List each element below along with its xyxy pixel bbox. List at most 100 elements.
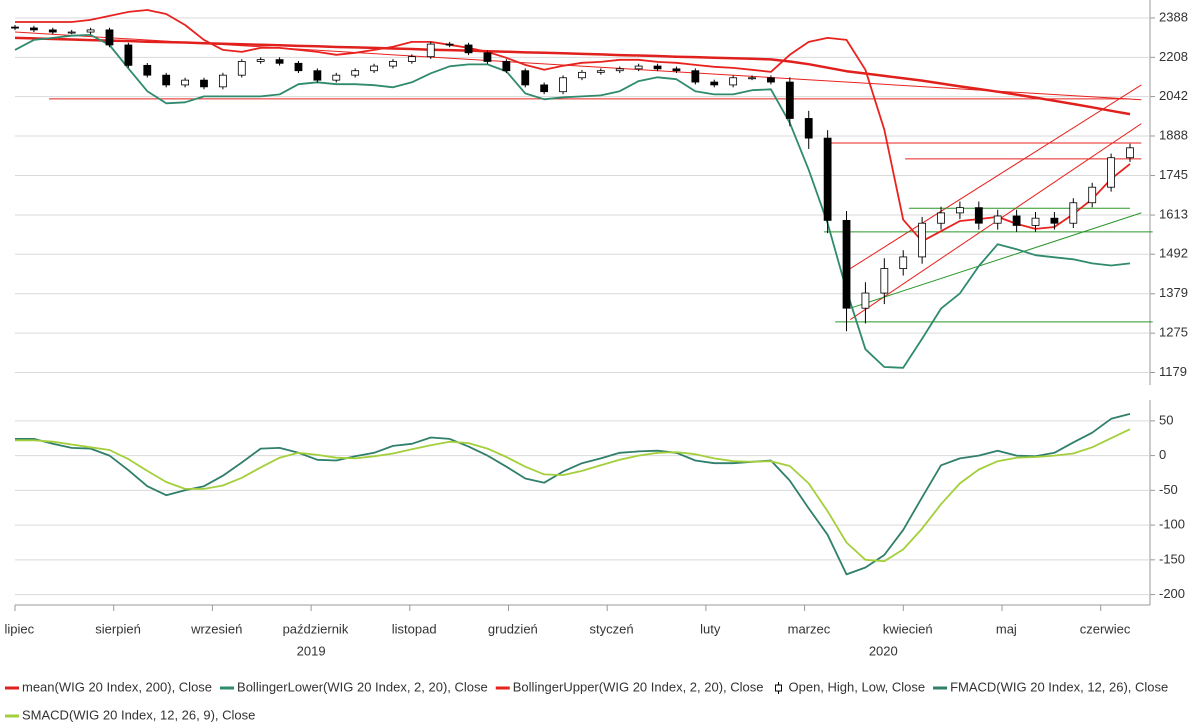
year-label: 2019 xyxy=(297,643,326,658)
candle-body xyxy=(275,59,284,64)
x-tick-label: wrzesień xyxy=(190,621,242,636)
candle-body xyxy=(1088,186,1097,204)
candle-body xyxy=(653,65,662,70)
candle-body xyxy=(1069,202,1078,224)
x-tick-label: marzec xyxy=(788,621,831,636)
candle-body xyxy=(823,137,832,221)
candle-body xyxy=(407,56,416,62)
candle-body xyxy=(124,44,133,66)
y-tick-label: 1888 xyxy=(1159,127,1188,142)
candle-body xyxy=(804,118,813,139)
y-tick-label: 1613 xyxy=(1159,206,1188,221)
y-tick-label: 1275 xyxy=(1159,325,1188,340)
legend-label: BollingerUpper(WIG 20 Index, 2, 20), Clo… xyxy=(513,679,764,694)
candle-body xyxy=(521,70,530,86)
candle-body xyxy=(351,70,360,76)
x-tick-label: sierpień xyxy=(95,621,141,636)
candle-body xyxy=(502,61,511,72)
series-line xyxy=(14,34,1131,369)
candle-body xyxy=(956,207,964,214)
candle-body xyxy=(181,79,189,86)
candle-body xyxy=(880,268,889,294)
x-tick-label: czerwiec xyxy=(1080,621,1131,636)
year-label: 2020 xyxy=(869,643,898,658)
candle-body xyxy=(710,81,719,86)
candle-body xyxy=(483,52,492,62)
y-tick-label: 2388 xyxy=(1159,9,1188,24)
candle-body xyxy=(313,70,322,81)
series-line xyxy=(15,9,1131,243)
legend-label: BollingerLower(WIG 20 Index, 2, 20), Clo… xyxy=(237,679,488,694)
candle-body xyxy=(256,59,265,62)
trend-line xyxy=(850,84,1142,269)
candle-body xyxy=(1126,147,1134,159)
candle-body xyxy=(842,219,851,309)
series-line xyxy=(15,413,1131,576)
candle-body xyxy=(464,44,473,54)
candle-body xyxy=(48,29,57,33)
candle-body xyxy=(143,64,152,76)
candle-body xyxy=(899,256,908,269)
y-tick-label: 1492 xyxy=(1159,246,1188,261)
x-tick-label: listopad xyxy=(392,621,437,636)
y-tick-label: -150 xyxy=(1159,551,1185,566)
y-tick-label: -100 xyxy=(1159,517,1185,532)
y-tick-label: -50 xyxy=(1159,482,1178,497)
candle-body xyxy=(767,77,775,83)
candle-body xyxy=(370,65,378,72)
trend-line xyxy=(850,212,1142,309)
series-line xyxy=(14,36,1131,116)
candle-body xyxy=(426,43,435,58)
y-tick-label: 1379 xyxy=(1159,285,1188,300)
candle-body xyxy=(105,29,114,46)
x-tick-label: październik xyxy=(283,621,349,636)
legend-label: Open, High, Low, Close xyxy=(789,679,926,694)
y-tick-label: 0 xyxy=(1159,447,1166,462)
y-tick-label: 2208 xyxy=(1159,49,1188,64)
legend-label: SMACD(WIG 20 Index, 12, 26, 9), Close xyxy=(22,707,255,722)
candle-body xyxy=(785,81,794,119)
candle-body xyxy=(748,77,756,80)
x-tick-label: luty xyxy=(700,621,721,636)
candle-body xyxy=(332,74,341,81)
candle-body xyxy=(1107,157,1116,188)
x-tick-label: styczeń xyxy=(590,621,634,636)
candle-body xyxy=(974,207,983,224)
candle-body xyxy=(672,68,681,72)
candle-body xyxy=(937,212,945,224)
candle-body xyxy=(993,215,1002,224)
legend-label: mean(WIG 20 Index, 200), Close xyxy=(22,679,212,694)
candle-body xyxy=(540,84,549,93)
candle-body xyxy=(200,79,208,88)
x-tick-label: maj xyxy=(996,621,1017,636)
candle-body xyxy=(294,62,303,72)
candle-body xyxy=(691,70,700,83)
candle-body xyxy=(578,71,586,79)
candle-body xyxy=(445,43,454,46)
x-tick-label: grudzień xyxy=(488,621,538,636)
candle-body xyxy=(596,70,605,73)
series-line xyxy=(15,428,1131,563)
candle-body xyxy=(11,26,19,29)
x-tick-label: kwiecień xyxy=(883,621,933,636)
candle-body xyxy=(1031,217,1040,226)
legend-label: FMACD(WIG 20 Index, 12, 26), Close xyxy=(950,679,1168,694)
candle-body xyxy=(67,31,76,34)
candle-body xyxy=(861,292,870,309)
y-tick-label: 50 xyxy=(1159,412,1173,427)
candle-body xyxy=(918,222,927,258)
candle-body xyxy=(559,77,567,93)
candle-body xyxy=(237,61,246,76)
candle-body xyxy=(634,65,643,70)
candle-body xyxy=(389,61,397,67)
candle-body xyxy=(29,27,38,31)
candle-body xyxy=(1050,217,1059,224)
y-tick-label: -200 xyxy=(1159,586,1185,601)
legend-swatch xyxy=(775,684,782,692)
candle-body xyxy=(86,29,95,33)
candle-body xyxy=(162,74,171,86)
y-tick-label: 1745 xyxy=(1159,167,1188,182)
candle-body xyxy=(729,77,738,86)
y-tick-label: 2042 xyxy=(1159,88,1188,103)
